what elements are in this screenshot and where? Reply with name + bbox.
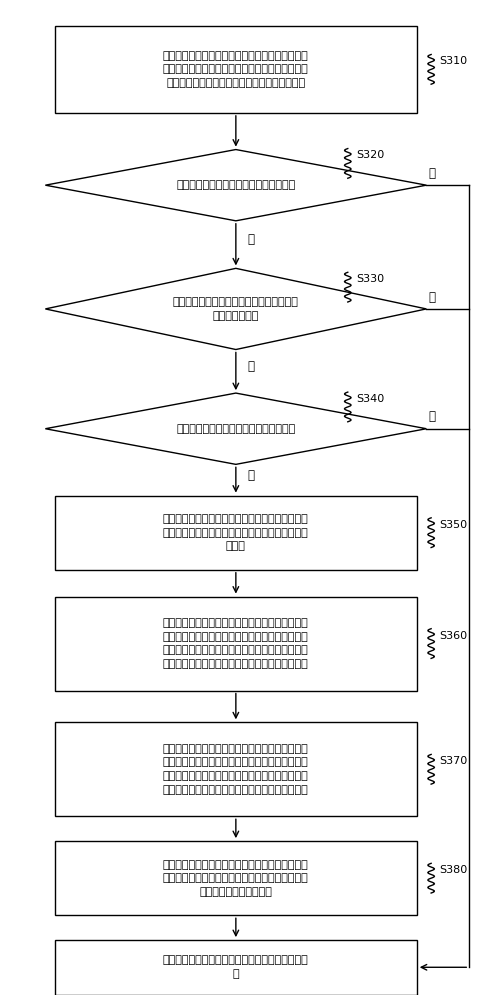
Bar (55, 26, 417, 113)
Text: S370: S370 (440, 756, 468, 766)
Polygon shape (45, 150, 426, 221)
Text: 通过所述电池管理系统获取所述动力电池的初始电
池包电流值，并根据理论电池包电流值和所述初始
电池包电流值确定电池管理系统的电流修正参数，
电流修正参数包括电流修: 通过所述电池管理系统获取所述动力电池的初始电 池包电流值，并根据理论电池包电流值… (163, 744, 309, 795)
Bar (55, 940, 417, 995)
Text: 判断电源分配单元状态是否为无故障状态: 判断电源分配单元状态是否为无故障状态 (176, 424, 295, 434)
Text: 所述电池管理系统基于所述当前电池包电流值、所
述电流修正系数和所述电流修正补偿量，确定动力
电池的当前电池包电流值: 所述电池管理系统基于所述当前电池包电流值、所 述电流修正系数和所述电流修正补偿量… (163, 860, 309, 897)
Bar (55, 597, 417, 691)
Text: 是: 是 (248, 469, 255, 482)
Text: S310: S310 (440, 56, 468, 66)
Text: S330: S330 (356, 274, 384, 284)
Text: 否: 否 (429, 291, 436, 304)
Text: 是: 是 (248, 360, 255, 373)
Text: 通过整车控制器获取电动汽车的车辆行驶状态、电
池管理系统状态、电源分配单元状态、电动汽车的
当前电机扭矩、当前电机转速以及当前母线电压: 通过整车控制器获取电动汽车的车辆行驶状态、电 池管理系统状态、电源分配单元状态、… (163, 51, 309, 88)
Text: S380: S380 (440, 865, 468, 875)
Text: S350: S350 (440, 520, 468, 530)
Text: 是: 是 (248, 233, 255, 246)
Text: 结束直驱式电动汽车动力电池的电池包电流值的修
正: 结束直驱式电动汽车动力电池的电池包电流值的修 正 (163, 955, 309, 979)
Text: S320: S320 (356, 150, 384, 160)
Text: 通过整车控制器获得电源分配单元参数，得到电源
分配单元的当前电源分配单元回路电流值，并根据
当前电机驱动母线电流值和所述当前电源分配单元
回路电流值确定所述动力: 通过整车控制器获得电源分配单元参数，得到电源 分配单元的当前电源分配单元回路电流… (163, 618, 309, 669)
Text: S360: S360 (440, 631, 468, 641)
Text: 判断所述车辆行驶状态是否处于巡航模式且
未开启能量回收: 判断所述车辆行驶状态是否处于巡航模式且 未开启能量回收 (173, 297, 299, 321)
Polygon shape (45, 268, 426, 350)
Text: S340: S340 (356, 394, 384, 404)
Bar (55, 496, 417, 570)
Text: 判断电池管理系统状态是否为无故障状态: 判断电池管理系统状态是否为无故障状态 (176, 180, 295, 190)
Text: 否: 否 (429, 410, 436, 423)
Bar (55, 841, 417, 915)
Polygon shape (45, 393, 426, 464)
Text: 否: 否 (429, 167, 436, 180)
Text: 根据所述电动汽车的当前电机扭矩、所述当前电机
转速以及所述当前母线电压确定当前电机驱动母线
电流值: 根据所述电动汽车的当前电机扭矩、所述当前电机 转速以及所述当前母线电压确定当前电… (163, 514, 309, 551)
Bar (55, 722, 417, 816)
